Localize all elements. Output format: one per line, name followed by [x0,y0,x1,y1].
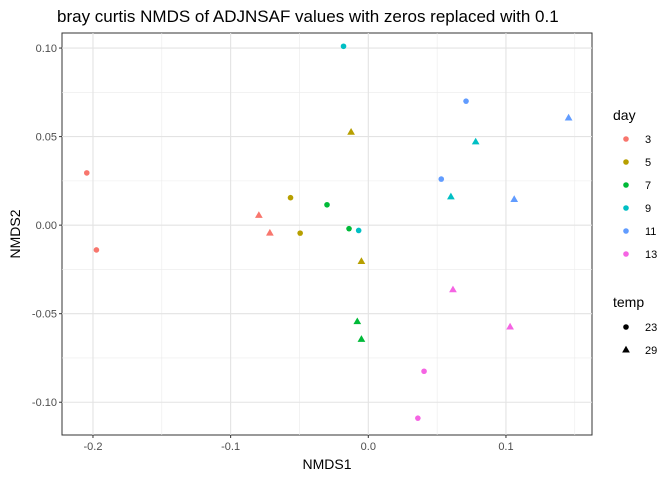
legend-key-day [623,205,629,211]
data-point [449,285,457,293]
legend-label-day: 11 [645,226,656,238]
x-tick-label: -0.1 [221,441,240,453]
legend-key-day [623,136,629,142]
legend-label-day: 13 [645,249,657,261]
legend-key-day [623,251,629,257]
data-point [357,335,366,342]
data-point [83,170,90,176]
legend-label-temp: 29 [645,345,657,357]
data-point [447,192,455,200]
y-tick-label: -0.05 [32,309,57,321]
chart-title: bray curtis NMDS of ADJNSAF values with … [57,7,559,26]
data-point [340,43,347,50]
data-point [564,113,573,121]
legend-label-day: 3 [645,134,651,146]
x-tick-label: -0.2 [83,441,102,453]
data-point [415,415,421,421]
legend-label-day: 5 [645,157,651,169]
data-point [254,211,263,218]
x-tick-label: 0.1 [498,441,513,453]
data-point [346,225,352,232]
x-axis-label: NMDS1 [302,456,351,472]
plot-panel [61,32,593,436]
y-axis-label: NMDS2 [7,209,23,258]
data-point [355,227,362,234]
data-point [421,368,427,375]
legend-key-day [623,159,629,165]
grid-lines [62,33,592,435]
legend-label-day: 7 [645,180,651,192]
data-point [471,137,480,145]
x-tick-label: 0.0 [361,441,376,453]
y-tick-label: 0.05 [36,132,57,144]
data-point [324,201,330,208]
data-point [438,176,445,182]
data-point [510,195,519,202]
data-point [347,127,355,135]
data-point [357,257,366,264]
y-tick-label: -0.10 [32,397,57,409]
data-point [287,194,294,201]
data-point [463,98,469,104]
y-axis-ticks: -0.10 -0.05 0.00 0.05 0.10 [32,43,62,409]
y-tick-label: 0.10 [36,43,57,55]
legend-key-temp [622,345,630,353]
legend-label-day: 9 [645,203,651,215]
data-point [297,230,303,236]
data-points [83,43,573,421]
x-axis-ticks: -0.2 -0.1 0.0 0.1 [83,435,514,453]
data-point [266,228,274,236]
y-tick-label: 0.00 [36,220,57,232]
legend-title-temp: temp [613,294,644,310]
legend-label-temp: 23 [645,322,657,334]
data-point [353,317,362,325]
data-point [506,322,514,330]
legend-key-day [623,182,629,188]
data-point [93,247,100,253]
legend-key-day [623,228,629,234]
legend-key-temp [623,324,629,330]
legend-title-day: day [613,107,636,123]
